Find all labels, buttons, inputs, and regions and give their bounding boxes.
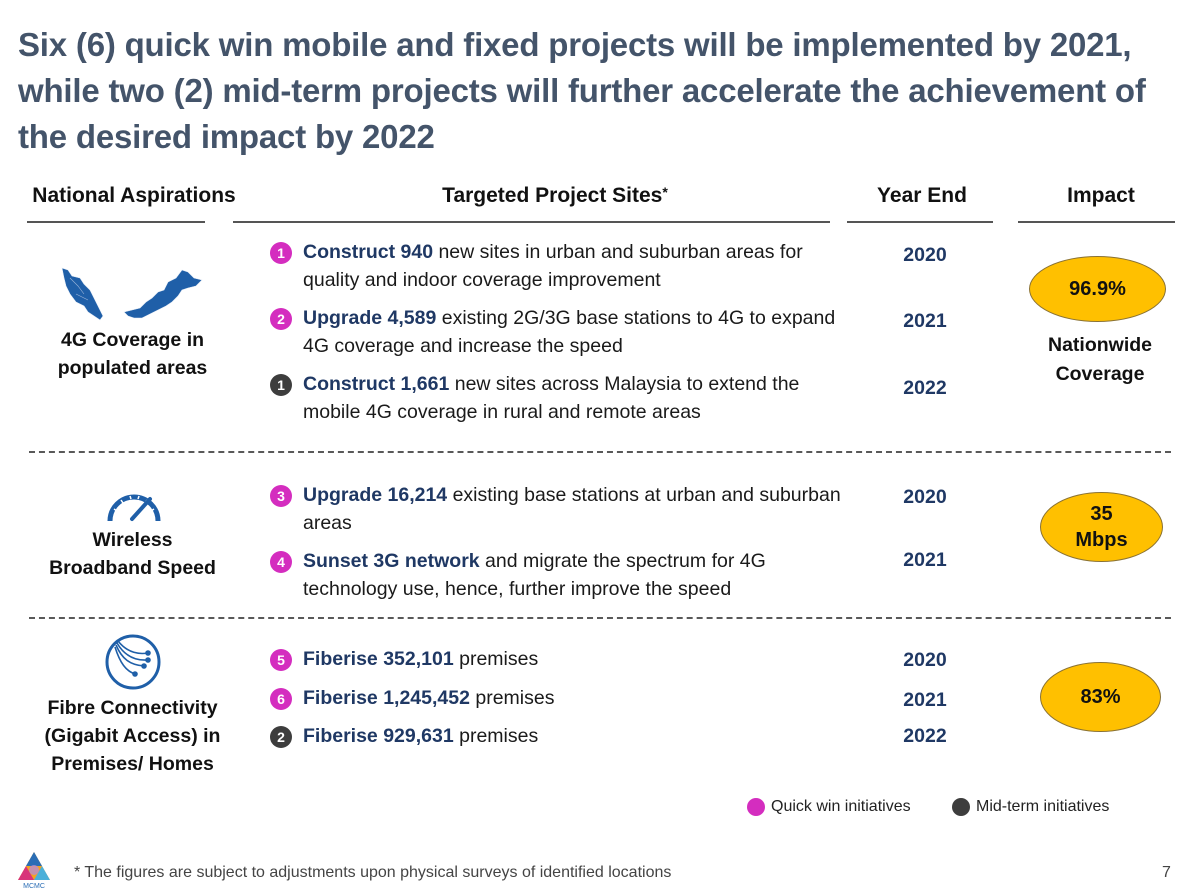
header-targeted-project-sites: Targeted Project Sites* [380, 184, 730, 208]
aspiration-label-line: (Gigabit Access) in [44, 725, 221, 747]
project-description: new sites in urban and suburban areas fo… [303, 241, 803, 291]
project-text: Sunset 3G network and migrate the spectr… [303, 547, 843, 603]
quick-win-badge: 1 [270, 242, 292, 264]
legend-mid-term: Mid-term initiatives [952, 798, 1109, 816]
mcmc-logo-icon: MCMC [18, 852, 50, 890]
impact-ellipse: 35 Mbps [1040, 492, 1163, 562]
section-divider [29, 451, 1171, 453]
project-item: 5 Fiberise 352,101 premises [270, 645, 830, 673]
quick-win-badge: 5 [270, 649, 292, 671]
asterisk-marker: * [662, 184, 668, 200]
project-highlight: Fiberise 1,245,452 [303, 687, 470, 709]
project-description: new sites across Malaysia to extend the … [303, 373, 800, 423]
year-end-value: 2020 [903, 649, 947, 671]
header-rule [1018, 221, 1175, 223]
impact-label: Nationwide Coverage [1010, 331, 1190, 389]
impact-ellipse: 83% [1040, 662, 1161, 732]
logo-text: MCMC [23, 883, 45, 890]
impact-ellipse: 96.9% [1029, 256, 1166, 322]
project-highlight: Upgrade 4,589 [303, 307, 437, 329]
project-description: premises [469, 687, 555, 709]
legend-label: Mid-term initiatives [976, 798, 1110, 815]
legend-quick-win: Quick win initiatives [747, 798, 911, 816]
legend-label: Quick win initiatives [771, 798, 911, 815]
project-item: 3 Upgrade 16,214 existing base stations … [270, 481, 841, 537]
project-description: premises [453, 648, 539, 670]
year-end-value: 2020 [903, 244, 947, 266]
year-end-value: 2021 [903, 310, 947, 332]
header-year-end: Year End [877, 184, 967, 207]
quick-win-dot-icon [747, 798, 765, 816]
year-end-value: 2020 [903, 486, 947, 508]
footnote: * The figures are subject to adjustments… [74, 864, 672, 881]
aspiration-label: 4G Coverage in populated areas [30, 326, 235, 382]
aspiration-label-line: Broadband Speed [49, 557, 216, 579]
project-item: 6 Fiberise 1,245,452 premises [270, 684, 830, 712]
year-end-value: 2022 [903, 725, 947, 747]
project-text: Fiberise 1,245,452 premises [303, 684, 843, 712]
year-end-value: 2021 [903, 689, 947, 711]
project-text: Fiberise 352,101 premises [303, 645, 843, 673]
aspiration-label-line: 4G Coverage in [60, 329, 205, 351]
project-highlight: Construct 940 [303, 241, 434, 263]
project-text: Fiberise 929,631 premises [303, 722, 843, 750]
quick-win-badge: 3 [270, 485, 292, 507]
aspiration-label-line: populated areas [57, 357, 208, 379]
mid-term-badge: 1 [270, 374, 292, 396]
project-text: Upgrade 16,214 existing base stations at… [303, 481, 843, 537]
impact-label-line: Coverage [1055, 363, 1145, 385]
impact-unit: Mbps [1075, 529, 1128, 551]
aspiration-label-line: Premises/ Homes [51, 753, 214, 775]
page-number: 7 [1162, 864, 1171, 881]
project-description: premises [453, 725, 539, 747]
header-national-aspirations: National Aspirations [32, 184, 236, 207]
mid-term-badge: 2 [270, 726, 292, 748]
speedometer-icon [107, 494, 161, 522]
aspiration-label-line: Fibre Connectivity [47, 697, 218, 719]
impact-value: 96.9% [1069, 278, 1126, 300]
mid-term-dot-icon [952, 798, 970, 816]
project-highlight: Fiberise 352,101 [303, 648, 454, 670]
project-item: 1 Construct 940 new sites in urban and s… [270, 238, 830, 294]
project-text: Construct 1,661 new sites across Malaysi… [303, 370, 843, 426]
project-description: existing 2G/3G base stations to 4G to ex… [303, 307, 836, 357]
project-text: Construct 940 new sites in urban and sub… [303, 238, 843, 294]
malaysia-map-icon [61, 267, 203, 321]
project-item: 1 Construct 1,661 new sites across Malay… [270, 370, 830, 426]
impact-value: 83% [1080, 686, 1121, 708]
header-impact: Impact [1067, 184, 1135, 207]
slide-title: Six (6) quick win mobile and fixed proje… [18, 26, 1146, 155]
quick-win-badge: 4 [270, 551, 292, 573]
year-end-value: 2021 [903, 549, 947, 571]
impact-label-line: Nationwide [1047, 334, 1152, 356]
project-item: 4 Sunset 3G network and migrate the spec… [270, 547, 830, 603]
impact-value: 35 [1090, 503, 1113, 525]
header-rule [27, 221, 205, 223]
header-rule [847, 221, 993, 223]
project-highlight: Sunset 3G network [303, 550, 480, 572]
quick-win-badge: 2 [270, 308, 292, 330]
header-rule [233, 221, 830, 223]
year-end-value: 2022 [903, 377, 947, 399]
header-label: Targeted Project Sites [442, 184, 663, 207]
quick-win-badge: 6 [270, 688, 292, 710]
fibre-optic-icon [105, 634, 161, 690]
project-highlight: Fiberise 929,631 [303, 725, 454, 747]
project-highlight: Construct 1,661 [303, 373, 450, 395]
project-description: existing base stations at urban and subu… [303, 484, 841, 534]
aspiration-label-line: Wireless [92, 529, 173, 551]
project-item: 2 Upgrade 4,589 existing 2G/3G base stat… [270, 304, 835, 360]
project-text: Upgrade 4,589 existing 2G/3G base statio… [303, 304, 843, 360]
project-description: and migrate the spectrum for 4G technolo… [303, 550, 766, 600]
aspiration-label: Wireless Broadband Speed [30, 526, 235, 582]
aspiration-label: Fibre Connectivity (Gigabit Access) in P… [30, 694, 235, 778]
section-divider [29, 617, 1171, 619]
project-highlight: Upgrade 16,214 [303, 484, 448, 506]
project-item: 2 Fiberise 929,631 premises [270, 722, 830, 750]
